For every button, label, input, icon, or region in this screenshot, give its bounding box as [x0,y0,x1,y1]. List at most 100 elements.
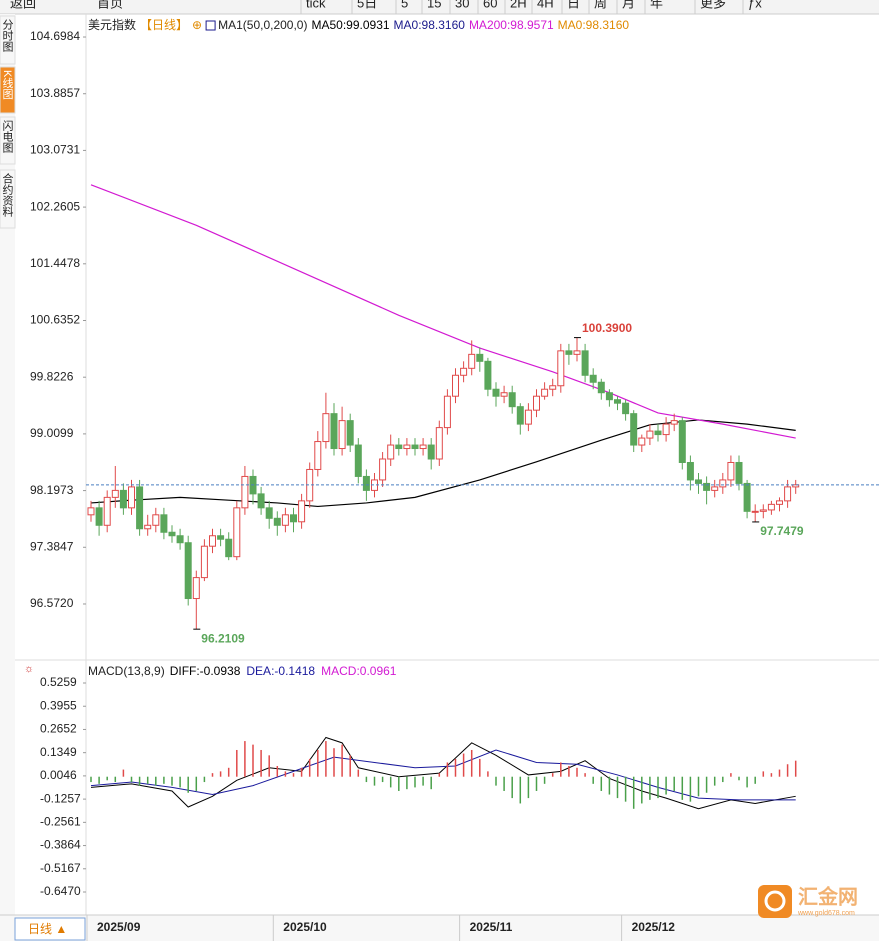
candle-body [314,441,322,470]
toolbar-item[interactable]: ƒx [748,0,762,10]
macd-bar [163,776,165,784]
candle-body [573,350,581,355]
macd-bar [146,776,149,784]
candle-body [168,531,176,537]
sidebar-tab-label[interactable]: K线图 [1,70,14,100]
macd-bar [470,749,473,777]
macd-bar [236,749,238,777]
sidebar-tab-label[interactable]: 分时图 [1,19,14,53]
candle-body [136,486,144,530]
macd-bar [244,741,246,777]
candle-body [452,374,459,397]
extreme-label: 97.7479 [760,524,804,538]
toolbar-item[interactable]: 15 [427,0,441,10]
sidebar-tab[interactable] [0,169,16,229]
macd-bar [365,776,368,783]
macd-bar [543,776,546,784]
sidebar [0,14,15,915]
macd-bar [519,776,522,804]
candle-body [265,507,273,519]
candle-body [686,461,694,481]
y-tick-label: 0.3955 [40,698,77,712]
y-tick-label: -0.5167 [40,861,81,875]
candle-body [411,444,419,450]
y-tick-label: 100.6352 [30,313,80,327]
y-tick-label: 96.5720 [30,596,74,610]
macd-bar [414,776,416,788]
legend-entry: DIFF:-0.0938 [170,664,241,678]
y-tick-label: -0.1257 [40,791,81,805]
sidebar-tab-label[interactable]: 闪电图 [1,119,14,154]
candle-body [152,514,160,526]
candle-body [241,475,249,509]
macd-bar [697,776,700,797]
toolbar-item[interactable]: 5日 [357,0,377,10]
candle-body [362,475,370,491]
candle-body [792,484,800,488]
period-button[interactable] [14,917,86,941]
macd-bar [211,773,214,777]
toolbar-item[interactable]: 更多 [700,0,726,10]
macd-bar [90,776,92,783]
toolbar-item[interactable]: 日 [567,0,580,10]
macd-bar [325,741,327,777]
y-tick-label: 101.4478 [30,256,80,270]
ma-line [90,184,796,439]
candle-body [597,381,605,394]
candle-body [95,507,103,526]
toolbar-item[interactable]: 60 [483,0,497,10]
candle-body [508,392,516,408]
legend-entry: MA50:99.0931 [311,18,389,32]
sidebar-tab[interactable] [0,15,16,65]
macd-bar [187,776,189,793]
toolbar-item[interactable]: 5 [401,0,408,10]
candle-body [589,374,597,383]
toolbar-item[interactable]: 返回 [10,0,36,10]
watermark-url: www.gold678.com [797,910,855,917]
candle-body [257,493,265,509]
macd-bar [260,749,262,777]
logo-icon [758,885,792,918]
sidebar-tab-label[interactable]: 合约资料 [1,172,14,218]
macd-bar [754,776,756,784]
toolbar-item[interactable]: 周 [594,0,607,10]
macd-bar [786,764,789,777]
sidebar-tab[interactable] [0,66,16,114]
y-tick-label: 103.0731 [30,143,80,157]
macd-bar [300,767,303,777]
candle-body [338,420,346,450]
settings-icon[interactable]: ☼ [24,663,34,675]
macd-bar [219,771,222,777]
toolbar-item[interactable]: 2H [510,0,527,10]
candle-body [622,402,630,415]
macd-bar [592,776,594,784]
toolbar-item[interactable]: 年 [650,0,663,10]
candle-body [281,514,289,526]
period-button-label[interactable]: 日线 ▲ [28,922,67,936]
macd-bar [673,776,675,791]
candle-body [233,507,241,558]
watermark-name: 汇金网 [798,884,858,908]
toolbar-item[interactable]: 首页 [97,0,123,10]
macd-bar [649,776,651,800]
macd-bar [106,776,108,781]
toolbar-item[interactable]: 4H [537,0,554,10]
candle-body [484,360,492,390]
macd-bar [665,776,667,795]
macd-bar [114,776,117,783]
candle-body [549,385,557,390]
candle-body [662,423,670,436]
sidebar-tab[interactable] [0,116,16,165]
toolbar-item[interactable]: 月 [622,0,635,10]
candle-body [654,430,662,436]
x-tick-label: 2025/12 [632,920,676,934]
macd-bar [632,776,635,809]
toolbar-item[interactable]: tick [306,0,326,10]
candle-body [630,413,638,446]
toolbar-item[interactable]: 30 [455,0,469,10]
legend-entry: MA0:98.3160 [558,18,630,32]
macd-bar [292,773,295,777]
candle-body [103,496,111,526]
legend-entry: MA200:98.9571 [469,18,554,32]
indicator-label: MA1(50,0,200,0) [218,18,307,32]
